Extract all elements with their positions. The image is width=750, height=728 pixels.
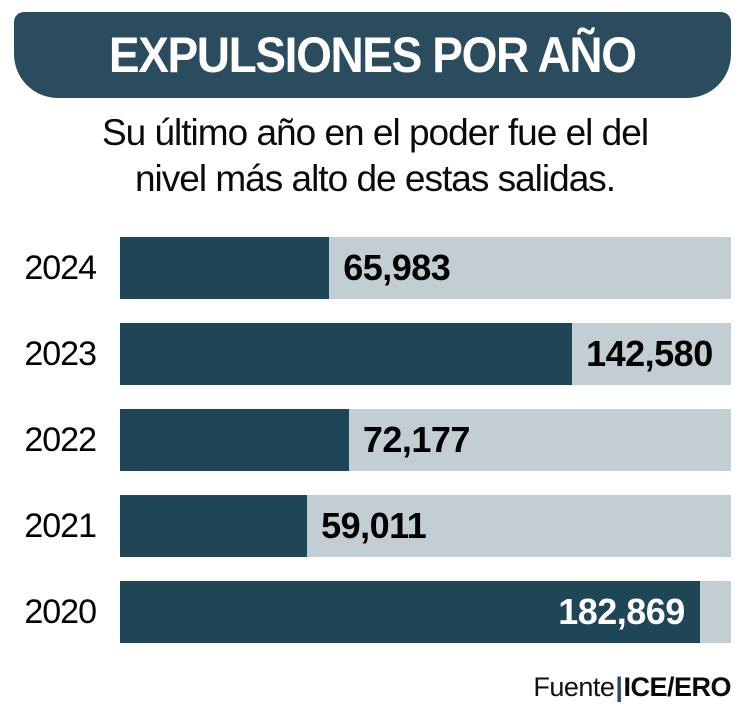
year-label: 2022 <box>24 420 97 459</box>
year-label: 2023 <box>24 334 97 373</box>
bar <box>120 323 573 385</box>
bar <box>120 581 700 643</box>
value-label: 65,983 <box>343 247 451 288</box>
subtitle-line-1: Su último año en el poder fue el del <box>101 112 649 153</box>
bar <box>120 409 349 471</box>
bar-track: 72,177 <box>120 409 731 471</box>
bar-track: 182,869 <box>120 581 731 643</box>
bar <box>120 495 308 557</box>
bar-row: 2020 182,869 <box>0 581 750 643</box>
value-label: 142,580 <box>586 333 713 374</box>
bar-row: 2023 142,580 <box>0 323 750 385</box>
bar-track: 59,011 <box>120 495 731 557</box>
bar-row: 2021 59,011 <box>0 495 750 557</box>
value-label: 59,011 <box>321 505 427 546</box>
page-title: EXPULSIONES POR AÑO <box>109 27 637 83</box>
value-label: 72,177 <box>362 419 471 460</box>
year-label: 2021 <box>24 506 97 545</box>
bar-chart: 2024 65,983 2023 142,580 2022 72,177 202… <box>0 237 750 667</box>
source-attribution: Fuente|ICE/ERO <box>533 672 731 703</box>
bar <box>120 237 330 299</box>
bar-row: 2024 65,983 <box>0 237 750 299</box>
year-label: 2020 <box>24 592 97 631</box>
subtitle-line-2: nivel más alto de estas salidas. <box>134 157 616 199</box>
bar-track: 65,983 <box>120 237 731 299</box>
bar-row: 2022 72,177 <box>0 409 750 471</box>
value-label: 182,869 <box>558 591 685 632</box>
source-prefix: Fuente <box>533 672 615 702</box>
chart-subtitle: Su último año en el poder fue el del niv… <box>0 110 750 202</box>
source-name: ICE/ERO <box>623 672 731 702</box>
header-banner: EXPULSIONES POR AÑO <box>14 12 731 98</box>
source-separator: | <box>615 672 623 702</box>
bar-track: 142,580 <box>120 323 731 385</box>
year-label: 2024 <box>24 248 97 287</box>
